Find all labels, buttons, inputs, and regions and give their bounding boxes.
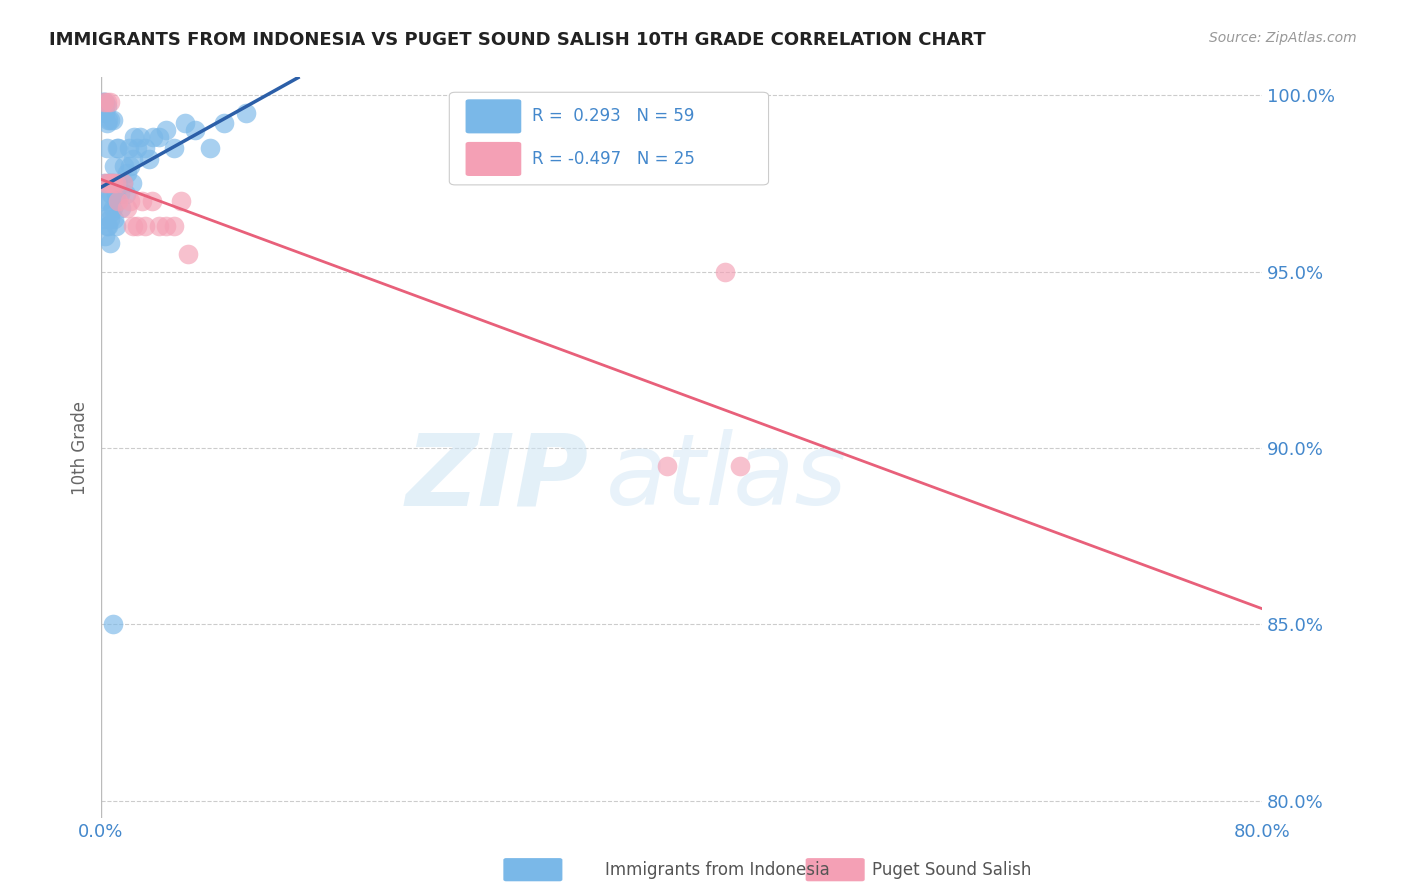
- Point: [127, 219, 149, 233]
- Point: [93, 176, 115, 190]
- Text: ZIP: ZIP: [405, 429, 589, 526]
- Point: [122, 219, 145, 233]
- Text: R = -0.497   N = 25: R = -0.497 N = 25: [531, 150, 695, 168]
- Text: R =  0.293   N = 59: R = 0.293 N = 59: [531, 107, 695, 126]
- Point: [100, 204, 122, 219]
- Point: [97, 112, 120, 127]
- Point: [198, 141, 221, 155]
- Point: [98, 95, 121, 110]
- Point: [114, 186, 136, 201]
- Point: [134, 219, 156, 233]
- Point: [131, 194, 153, 208]
- Point: [94, 176, 117, 190]
- Point: [104, 186, 127, 201]
- Point: [97, 194, 120, 208]
- Point: [96, 116, 118, 130]
- Point: [110, 201, 132, 215]
- Point: [96, 141, 118, 155]
- FancyBboxPatch shape: [465, 99, 522, 134]
- Point: [93, 95, 115, 110]
- Point: [148, 130, 170, 145]
- Point: [127, 141, 149, 155]
- Point: [97, 176, 120, 190]
- Point: [728, 458, 751, 473]
- Y-axis label: 10th Grade: 10th Grade: [72, 401, 89, 495]
- Point: [101, 176, 124, 190]
- Point: [94, 229, 117, 244]
- Point: [177, 247, 200, 261]
- Point: [91, 194, 114, 208]
- Point: [141, 194, 163, 208]
- Point: [101, 176, 124, 190]
- Point: [103, 159, 125, 173]
- Point: [162, 141, 184, 155]
- Point: [91, 95, 114, 110]
- Point: [100, 186, 122, 201]
- Text: Source: ZipAtlas.com: Source: ZipAtlas.com: [1209, 31, 1357, 45]
- Point: [96, 219, 118, 233]
- Point: [111, 176, 134, 190]
- Point: [98, 112, 121, 127]
- Point: [100, 176, 122, 190]
- Point: [214, 116, 236, 130]
- Point: [134, 141, 156, 155]
- FancyBboxPatch shape: [450, 92, 769, 185]
- Point: [120, 194, 142, 208]
- Point: [184, 123, 207, 137]
- Point: [105, 194, 128, 208]
- Point: [93, 95, 115, 110]
- Point: [138, 152, 160, 166]
- Point: [97, 176, 120, 190]
- Point: [155, 219, 177, 233]
- Point: [111, 176, 134, 190]
- Point: [112, 159, 135, 173]
- Point: [96, 95, 118, 110]
- Point: [235, 105, 257, 120]
- Point: [94, 95, 117, 110]
- Point: [174, 116, 197, 130]
- Point: [93, 211, 115, 226]
- Point: [115, 201, 138, 215]
- Point: [104, 176, 127, 190]
- Point: [714, 264, 737, 278]
- Point: [104, 219, 127, 233]
- Point: [148, 219, 170, 233]
- Point: [98, 211, 121, 226]
- Point: [120, 159, 142, 173]
- Point: [94, 98, 117, 112]
- FancyBboxPatch shape: [465, 142, 522, 176]
- Point: [108, 186, 131, 201]
- Point: [105, 141, 128, 155]
- Point: [122, 152, 145, 166]
- Point: [129, 130, 152, 145]
- Point: [155, 123, 177, 137]
- Point: [94, 105, 117, 120]
- Point: [121, 176, 143, 190]
- Text: Puget Sound Salish: Puget Sound Salish: [872, 861, 1031, 879]
- Point: [98, 236, 121, 251]
- Text: IMMIGRANTS FROM INDONESIA VS PUGET SOUND SALISH 10TH GRADE CORRELATION CHART: IMMIGRANTS FROM INDONESIA VS PUGET SOUND…: [49, 31, 986, 49]
- Point: [142, 130, 165, 145]
- Point: [97, 219, 120, 233]
- Text: Immigrants from Indonesia: Immigrants from Indonesia: [605, 861, 830, 879]
- Point: [124, 130, 146, 145]
- Point: [117, 141, 139, 155]
- Point: [98, 176, 121, 190]
- Point: [96, 98, 118, 112]
- Point: [115, 166, 138, 180]
- Point: [107, 176, 129, 190]
- Point: [101, 617, 124, 632]
- Point: [107, 141, 129, 155]
- Point: [170, 194, 193, 208]
- Point: [107, 194, 129, 208]
- Point: [655, 458, 678, 473]
- Point: [101, 201, 124, 215]
- Point: [103, 211, 125, 226]
- Point: [101, 112, 124, 127]
- Point: [162, 219, 184, 233]
- Text: atlas: atlas: [606, 429, 848, 526]
